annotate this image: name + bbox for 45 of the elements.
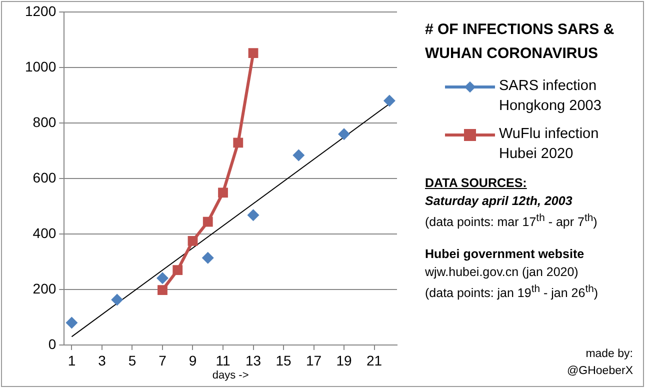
text: (data points: mar 17$^{th}$ - apr 7$^{th}$): [425, 212, 598, 232]
text: wjw.hubei.gov.cn (jan 2020): [425, 264, 580, 282]
point: [202, 252, 214, 264]
y-tick-label: 800: [32, 114, 56, 130]
x-tick-label: 21: [366, 352, 382, 368]
y-tick-label: 400: [32, 224, 56, 241]
x-axis-title: days ->: [212, 369, 249, 382]
point: [233, 138, 244, 148]
text: # OF INFECTIONS SARS & WUHAN CORONAVIRUS: [425, 20, 616, 64]
point: [338, 128, 350, 140]
x-tick-label: 19: [336, 352, 352, 368]
point: [202, 216, 213, 227]
y-tick-label: 0: [48, 336, 56, 352]
text: made by:: [584, 347, 633, 362]
y-tick-label: 1000: [24, 58, 56, 74]
text: (data points: jan 19$^{th}$ - jan 26$^{th}$): [425, 283, 600, 302]
x-tick-label: 7: [158, 352, 167, 368]
x-tick-label: 11: [216, 352, 230, 368]
text: @GHoeberX: [566, 364, 633, 379]
text: DATA SOURCES:: [425, 175, 528, 192]
legend-label: SARS infection Hongkong 2003: [499, 77, 602, 116]
x-tick-label: 5: [128, 352, 136, 368]
x-tick-label: 1: [68, 352, 76, 368]
point: [292, 149, 305, 162]
point: [383, 94, 396, 107]
point: [172, 265, 183, 276]
legend-label: WuFlu infection Hubei 2020: [499, 125, 600, 164]
point: [218, 188, 228, 198]
point: [248, 48, 258, 58]
y-tick-label: 1200: [24, 2, 56, 19]
point: [247, 209, 260, 222]
point: [188, 236, 198, 246]
point: [111, 294, 124, 306]
text: Hubei government website: [425, 246, 586, 264]
point: [156, 272, 168, 284]
y-tick-label: 600: [32, 169, 56, 186]
x-tick-label: 3: [98, 352, 106, 368]
x-tick-label: 17: [306, 352, 322, 368]
x-tick-label: 9: [188, 352, 197, 368]
y-tick-label: 200: [32, 280, 56, 296]
point: [158, 285, 168, 296]
point: [66, 316, 78, 329]
x-tick-label: 13: [245, 352, 262, 368]
text: Saturday april 12th, 2003: [425, 193, 574, 210]
x-tick-label: 15: [276, 352, 292, 368]
